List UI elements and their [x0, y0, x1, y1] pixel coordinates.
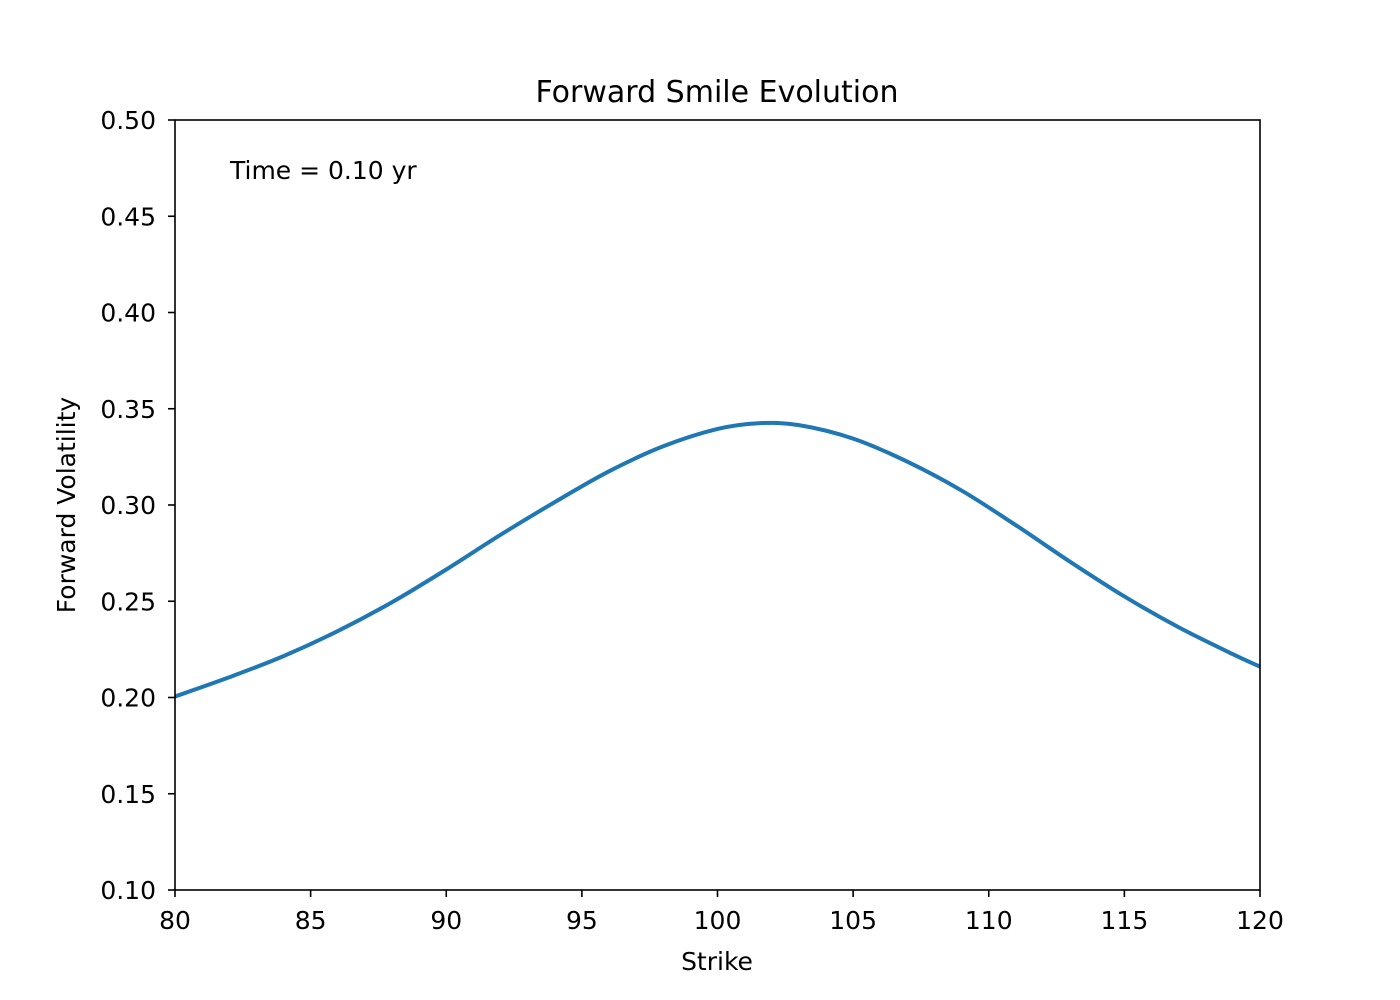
x-tick-label: 90 [430, 906, 462, 935]
y-tick-label: 0.15 [100, 780, 156, 809]
x-tick-label: 115 [1101, 906, 1149, 935]
time-annotation: Time = 0.10 yr [229, 156, 417, 185]
x-axis-label: Strike [681, 947, 753, 976]
x-tick-label: 105 [829, 906, 877, 935]
y-axis-ticks: 0.10 0.15 0.20 0.25 0.30 0.35 0.40 0.45 0.50 [100, 106, 175, 905]
x-tick-label: 95 [566, 906, 598, 935]
y-tick-label: 0.20 [100, 684, 156, 713]
series-line-0 [174, 420, 1261, 699]
x-axis-ticks: 80 85 90 95 100 105 110 115 120 [159, 890, 1284, 935]
y-tick-label: 0.25 [100, 587, 156, 616]
y-tick-label: 0.50 [100, 106, 156, 135]
plot-series [174, 420, 1261, 699]
x-tick-label: 100 [694, 906, 742, 935]
chart-title: Forward Smile Evolution [536, 75, 899, 110]
x-tick-label: 110 [965, 906, 1013, 935]
y-tick-label: 0.45 [100, 202, 156, 231]
x-tick-label: 85 [295, 906, 327, 935]
y-tick-label: 0.40 [100, 299, 156, 328]
x-tick-label: 80 [159, 906, 191, 935]
y-tick-label: 0.10 [100, 876, 156, 905]
plot-area-frame [174, 119, 1261, 891]
y-tick-label: 0.30 [100, 491, 156, 520]
x-tick-label: 120 [1236, 906, 1284, 935]
y-axis-label: Forward Volatility [52, 397, 81, 614]
y-tick-label: 0.35 [100, 395, 156, 424]
